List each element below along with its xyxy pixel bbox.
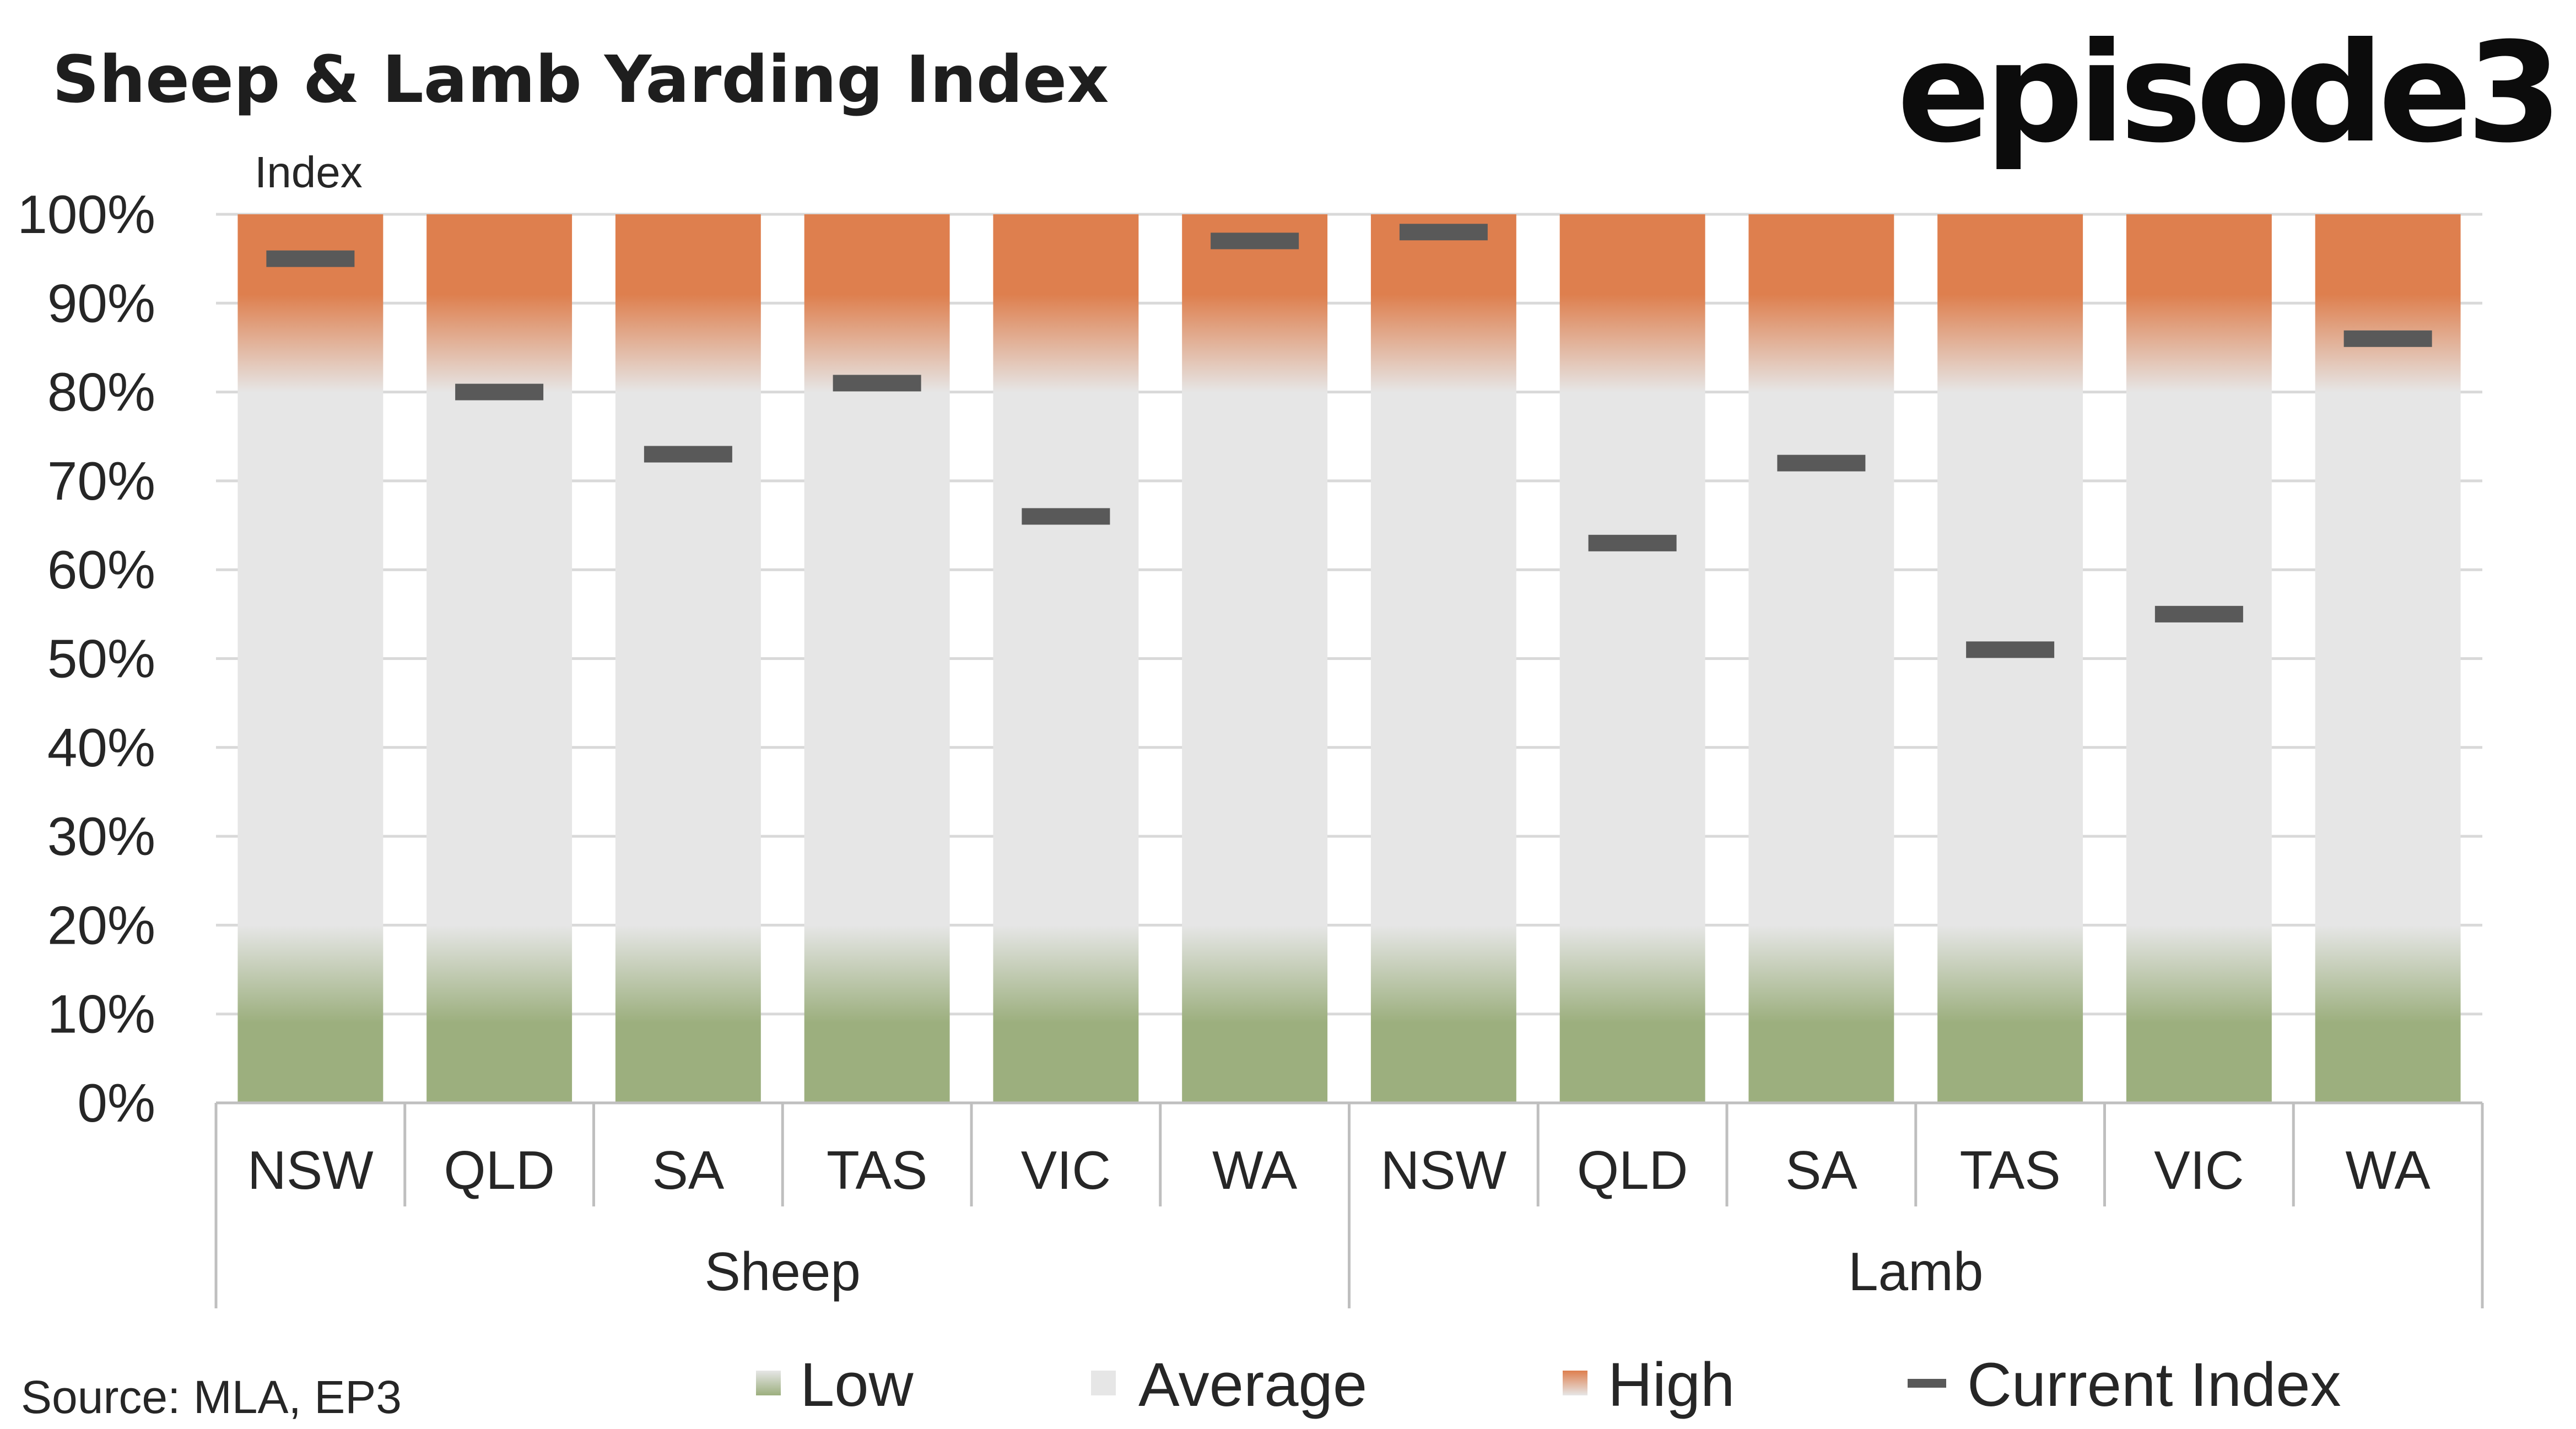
bar-segment-low — [1748, 925, 1894, 1103]
current-index-marker — [1399, 224, 1488, 241]
x-tick-label: TAS — [1959, 1140, 2060, 1200]
gridlines — [216, 213, 2482, 1105]
bar-segment-low — [804, 925, 950, 1103]
bar-segment-average — [804, 392, 950, 926]
bar-segment-average — [1559, 392, 1705, 926]
y-tick-label: 0% — [77, 1073, 155, 1133]
legend-swatch-current-index — [1908, 1379, 1946, 1388]
y-tick-label: 90% — [47, 273, 155, 333]
bar-segment-average — [2126, 392, 2272, 926]
x-axis: NSW QLD SA TAS VIC WA NSW QLD SA TAS VIC WA Sheep Lam… — [214, 1101, 2484, 1308]
current-index-marker — [455, 383, 544, 400]
bar-segment-low — [2315, 925, 2461, 1103]
current-index-marker — [1588, 534, 1677, 551]
brand-logo: episode3 — [1897, 13, 2557, 173]
current-index-marker — [1022, 508, 1110, 525]
x-tick-label: NSW — [247, 1140, 374, 1200]
y-tick-label: 80% — [47, 362, 155, 423]
bar-segment-low — [1937, 925, 2083, 1103]
y-tick-label: 50% — [47, 629, 155, 689]
current-index-marker — [644, 446, 732, 463]
bar-segment-high — [804, 214, 950, 393]
bar-segment-low — [2126, 925, 2272, 1103]
current-index-marker — [2154, 605, 2243, 623]
bar-segment-average — [237, 392, 384, 926]
y-tick-label: 10% — [47, 984, 155, 1044]
bar-segment-average — [426, 392, 573, 926]
chart-title: Sheep & Lamb Yarding Index — [52, 41, 1109, 117]
bar-segment-low — [993, 925, 1139, 1103]
bar-segment-high — [237, 214, 384, 393]
y-axis-label: Index — [255, 148, 363, 197]
bar-segment-high — [2315, 214, 2461, 393]
legend-swatch-average — [1091, 1371, 1116, 1395]
legend: Low Average High Current Index — [756, 1350, 2341, 1419]
bars — [237, 214, 2461, 1103]
current-index-marker — [833, 375, 921, 392]
x-tick-label: VIC — [1021, 1140, 1111, 1200]
bar-segment-average — [1182, 392, 1328, 926]
x-tick-label: SA — [652, 1140, 725, 1200]
bar-segment-high — [1748, 214, 1894, 393]
legend-label-average: Average — [1138, 1350, 1367, 1419]
x-group-label: Lamb — [1848, 1241, 1983, 1302]
bar-segment-average — [993, 392, 1139, 926]
source-note: Source: MLA, EP3 — [21, 1371, 402, 1423]
x-tick-label: WA — [1212, 1140, 1298, 1200]
bar-segment-low — [237, 925, 384, 1103]
current-index-marker — [266, 250, 355, 267]
bar-segment-average — [615, 392, 761, 926]
legend-swatch-low — [756, 1371, 781, 1395]
x-tick-label: SA — [1785, 1140, 1857, 1200]
bar-segment-high — [426, 214, 573, 393]
y-axis-ticks: 0% 10% 20% 30% 40% 50% 60% 70% 80% 90% 100% — [17, 184, 155, 1133]
x-tick-label: TAS — [827, 1140, 927, 1200]
bar-segment-high — [993, 214, 1139, 393]
bar-segment-low — [615, 925, 761, 1103]
y-tick-label: 100% — [17, 184, 155, 245]
bar-segment-high — [2126, 214, 2272, 393]
x-group-label: Sheep — [705, 1241, 861, 1302]
current-index-marker — [1966, 641, 2055, 658]
y-tick-label: 70% — [47, 451, 155, 511]
bar-segment-average — [1748, 392, 1894, 926]
y-tick-label: 20% — [47, 895, 155, 955]
bar-segment-average — [1937, 392, 2083, 926]
legend-label-current-index: Current Index — [1967, 1350, 2341, 1419]
x-tick-label: VIC — [2154, 1140, 2244, 1200]
bar-segment-high — [1937, 214, 2083, 393]
bar-segment-low — [1370, 925, 1516, 1103]
y-tick-label: 30% — [47, 806, 155, 867]
legend-label-high: High — [1608, 1350, 1735, 1419]
x-tick-label: WA — [2346, 1140, 2431, 1200]
current-index-marker — [1211, 232, 1299, 250]
bar-segment-high — [1559, 214, 1705, 393]
y-tick-label: 60% — [47, 539, 155, 600]
bar-segment-low — [1182, 925, 1328, 1103]
bar-segment-average — [2315, 392, 2461, 926]
x-tick-label: QLD — [1577, 1140, 1688, 1200]
current-index-marker — [1777, 454, 1866, 472]
bar-segment-high — [615, 214, 761, 393]
legend-label-low: Low — [800, 1350, 914, 1419]
legend-swatch-high — [1563, 1371, 1587, 1395]
current-index-marker — [2343, 330, 2432, 347]
bar-segment-average — [1370, 392, 1516, 926]
x-tick-label: NSW — [1381, 1140, 1507, 1200]
current-index-markers — [266, 224, 2432, 658]
bar-segment-low — [1559, 925, 1705, 1103]
x-tick-label: QLD — [444, 1140, 555, 1200]
y-tick-label: 40% — [47, 717, 155, 778]
bar-segment-low — [426, 925, 573, 1103]
bar-segment-high — [1370, 214, 1516, 393]
